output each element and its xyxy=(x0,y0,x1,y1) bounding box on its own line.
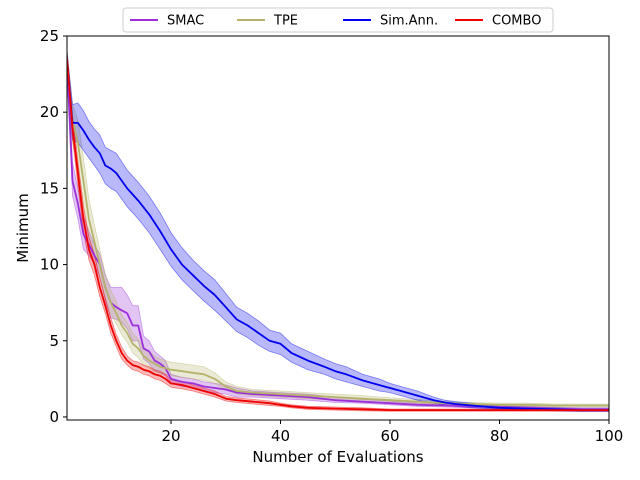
legend-label-combo: COMBO xyxy=(492,14,541,29)
band-sim-ann xyxy=(67,51,609,413)
y-tick-label: 20 xyxy=(40,103,59,121)
line-combo xyxy=(67,58,609,412)
plot-frame xyxy=(66,35,610,421)
legend-label-smac: SMAC xyxy=(167,14,204,29)
series-lines xyxy=(67,58,609,412)
band-tpe xyxy=(67,51,609,408)
y-tick-label: 10 xyxy=(40,256,59,274)
x-tick-label: 40 xyxy=(271,427,290,445)
x-tick-label: 60 xyxy=(380,427,399,445)
confidence-bands xyxy=(67,51,609,413)
x-tick-label: 100 xyxy=(595,427,624,445)
legend-label-tpe: TPE xyxy=(273,14,298,29)
legend-label-sim-ann: Sim.Ann. xyxy=(380,14,438,29)
y-tick-label: 5 xyxy=(49,332,59,350)
x-tick-label: 20 xyxy=(161,427,180,445)
x-axis-label: Number of Evaluations xyxy=(252,448,423,466)
legend: SMAC TPE Sim.Ann. COMBO xyxy=(122,7,554,33)
y-tick-label: 0 xyxy=(49,408,59,426)
band-smac xyxy=(67,51,609,412)
x-axis-ticks: 20 40 60 80 100 xyxy=(161,420,623,445)
line-tpe xyxy=(67,58,609,407)
line-sim-ann xyxy=(67,58,609,412)
y-tick-label: 15 xyxy=(40,179,59,197)
legend-frame xyxy=(122,7,554,33)
y-axis-label: Minimum xyxy=(14,193,32,263)
y-axis-ticks: 0 5 10 15 20 25 xyxy=(40,27,67,426)
band-combo xyxy=(67,51,609,412)
y-tick-label: 25 xyxy=(40,27,59,45)
x-tick-label: 80 xyxy=(490,427,509,445)
